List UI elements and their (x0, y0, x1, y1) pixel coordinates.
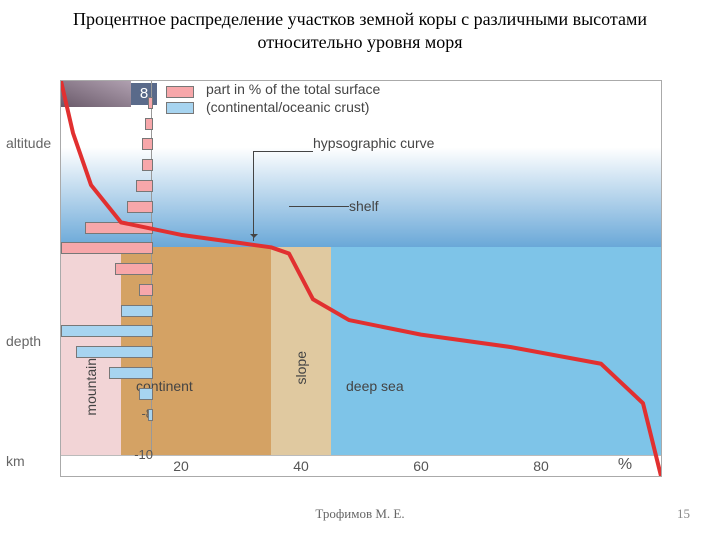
bar-blue (61, 325, 153, 337)
annotation-arrow (253, 151, 254, 241)
plot-area: mountainscontinentslopedeep sea86420-2-4… (60, 80, 662, 477)
mountain-icon (61, 81, 131, 107)
legend-line2: (continental/oceanic crust) (206, 99, 369, 115)
altitude: altitude (6, 135, 51, 151)
bar-pink (136, 180, 153, 192)
chart-container: mountainscontinentslopedeep sea86420-2-4… (60, 80, 660, 475)
region-label-slope: slope (293, 351, 309, 384)
bar-blue (121, 305, 153, 317)
bar-blue (148, 409, 153, 421)
bar-pink (61, 242, 153, 254)
bar-pink (139, 284, 153, 296)
footer-credit: Трофимов М. Е. (0, 506, 720, 522)
depth: depth (6, 333, 41, 349)
x-tick: 40 (293, 458, 309, 474)
legend-swatch-blue (166, 102, 194, 114)
bar-blue (76, 346, 153, 358)
legend-swatch-pink (166, 86, 194, 98)
km-label: km (6, 453, 25, 469)
legend-text: part in % of the total surface (continent… (206, 81, 380, 116)
bar-pink (127, 201, 153, 213)
x-axis-label: % (618, 456, 632, 474)
y-tick: -10 (123, 447, 153, 462)
legend-line1: part in % of the total surface (206, 81, 380, 97)
region-label-deep-sea: deep sea (346, 378, 404, 394)
annotation-shelf: shelf (349, 198, 379, 214)
region-label-mountains: mountains (83, 351, 99, 416)
annotation-arrow-h (253, 151, 313, 152)
region-deep-sea (331, 247, 661, 456)
annotation-hypsographic: hypsographic curve (313, 135, 434, 151)
legend (166, 83, 194, 115)
y-top-badge: 8 (131, 83, 157, 105)
bar-pink (142, 159, 153, 171)
x-tick: 80 (533, 458, 549, 474)
x-tick: 60 (413, 458, 429, 474)
annotation-shelf-line (289, 206, 349, 207)
bar-pink (85, 222, 153, 234)
bar-blue (109, 367, 153, 379)
page-number: 15 (677, 506, 690, 522)
page-title: Процентное распределение участков земной… (0, 0, 720, 57)
x-tick: 20 (173, 458, 189, 474)
bar-pink (148, 97, 153, 109)
bar-pink (115, 263, 153, 275)
bar-blue (139, 388, 153, 400)
bar-pink (145, 118, 153, 130)
bar-pink (142, 138, 153, 150)
